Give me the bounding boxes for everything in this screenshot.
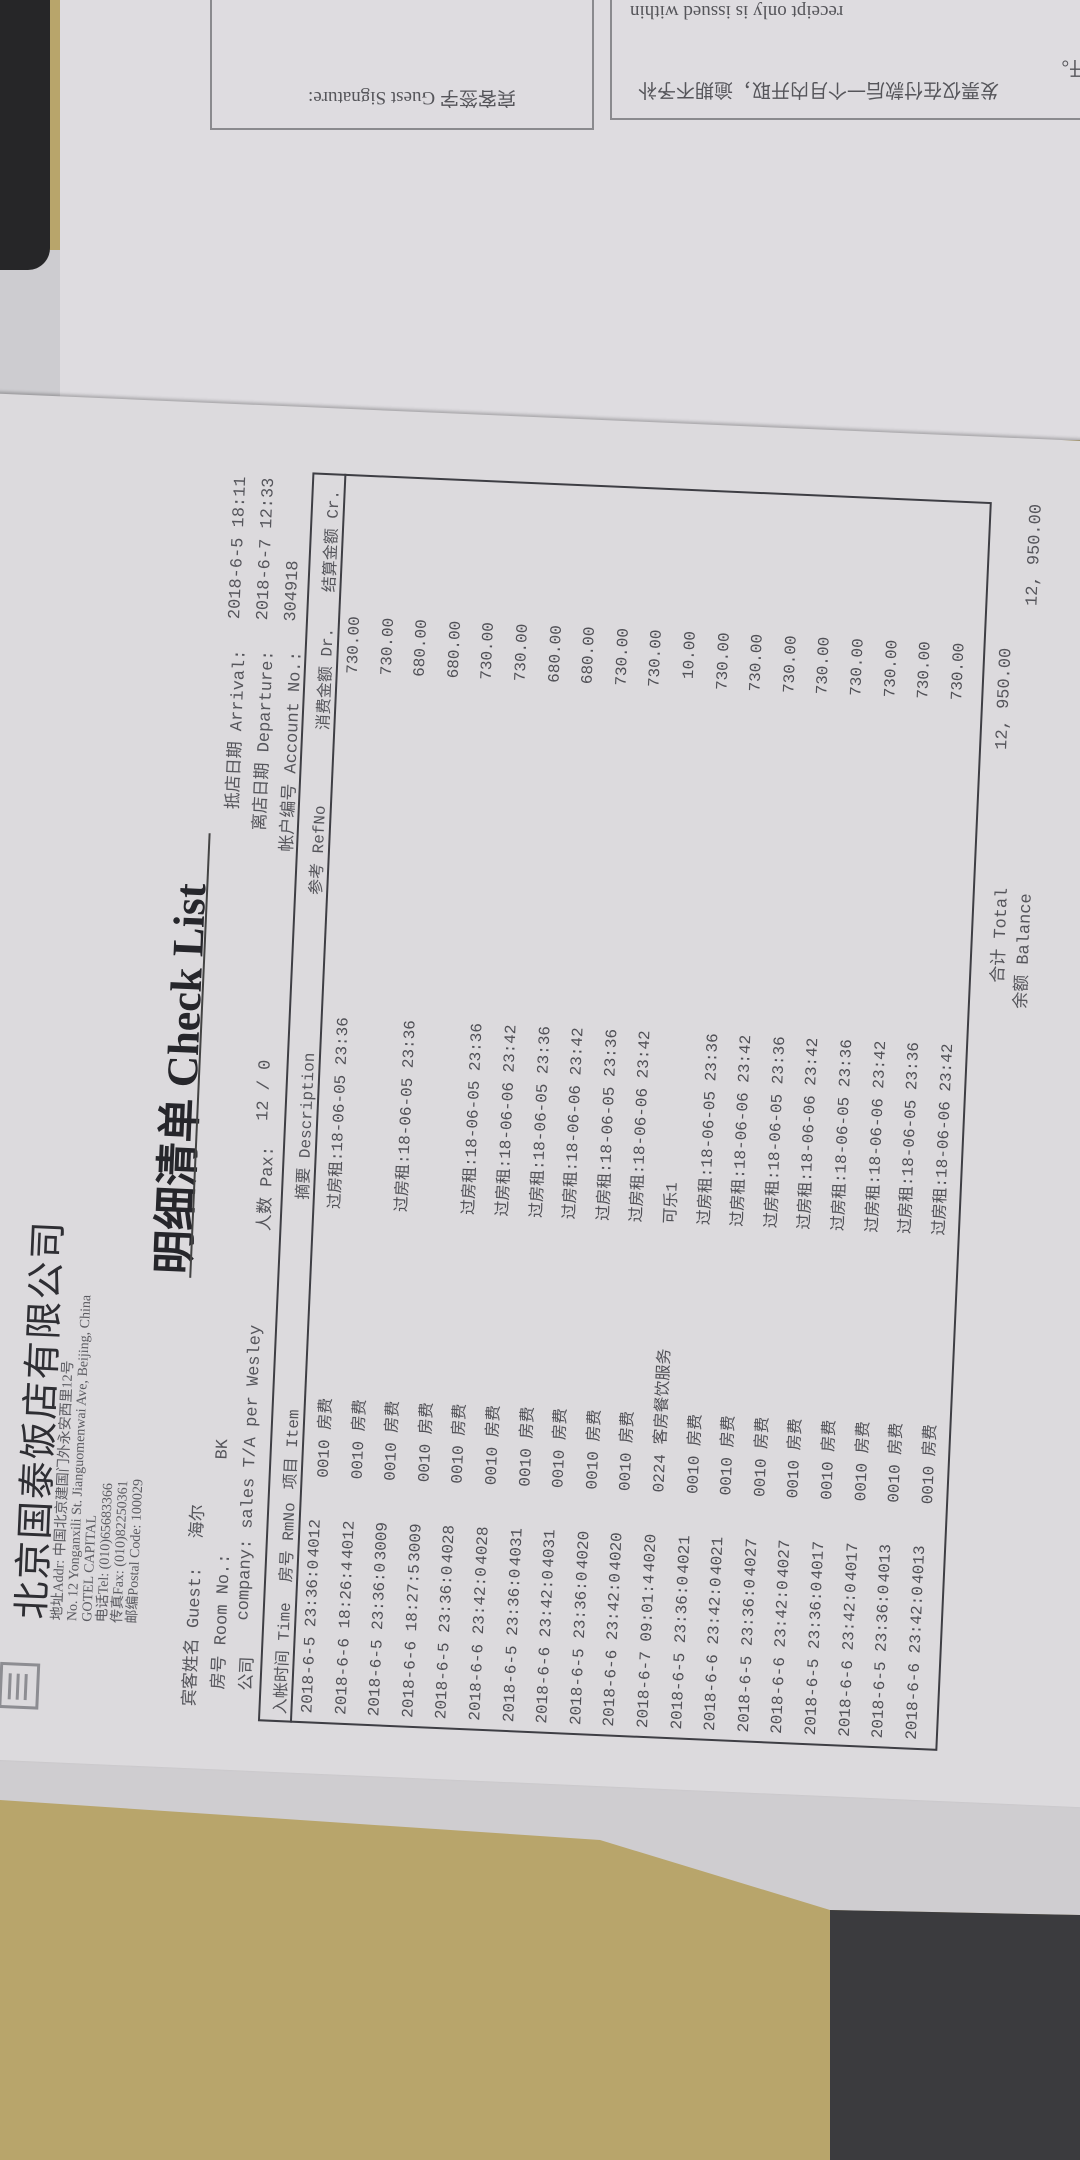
room-value: BK xyxy=(213,1438,234,1460)
col-header-ref: 参考 RefNo xyxy=(308,805,330,896)
col-header-cr: 结算金额 Cr. xyxy=(321,489,344,593)
cell-room: 4013 xyxy=(909,1545,930,1585)
invoice-note-box xyxy=(610,0,1080,120)
cell-dr: 730.00 xyxy=(947,642,969,701)
guest-signature-label: 宾客签字 Guest Signature: xyxy=(308,87,516,108)
cell-dr: 730.00 xyxy=(511,623,533,682)
cell-dr: 680.00 xyxy=(444,620,465,679)
cell-item: 0010 房费 xyxy=(482,1404,504,1486)
col-header-room: 房号 RmNo xyxy=(278,1502,300,1583)
signature-box xyxy=(210,0,594,130)
cell-room: 4013 xyxy=(875,1543,896,1583)
cell-dr: 730.00 xyxy=(612,627,633,687)
cell-room: 3009 xyxy=(372,1521,392,1561)
cell-item: 0010 房费 xyxy=(784,1418,807,1499)
company-label: 公司 xyxy=(238,1656,259,1692)
cell-dr: 730.00 xyxy=(645,629,667,688)
cell-item: 0010 房费 xyxy=(381,1400,404,1482)
upper-sheet: 宾客签字 Guest Signature: 发票仅在付款后一个月内开取，逾期不予… xyxy=(60,0,1080,440)
address-block: 地址Addr: 中国北京建国门外永安西里12号 No. 12 Yonganxil… xyxy=(50,1294,154,1624)
cell-description: 可乐1 xyxy=(662,1181,682,1225)
cell-room: 4020 xyxy=(640,1533,661,1573)
cell-room: 4027 xyxy=(741,1537,762,1577)
cell-room: 4027 xyxy=(775,1539,795,1579)
cell-dr: 730.00 xyxy=(343,616,365,675)
cell-room: 4020 xyxy=(573,1530,594,1570)
col-header-time: 入帐时间 Time xyxy=(272,1601,296,1715)
invoice-note-cn-cont: 开。 xyxy=(1050,57,1080,78)
cell-room: 4020 xyxy=(607,1531,627,1572)
cell-dr: 10.00 xyxy=(679,630,700,680)
cell-room: 4021 xyxy=(707,1536,728,1576)
cell-dr: 730.00 xyxy=(477,621,499,681)
cell-dr: 730.00 xyxy=(880,639,902,698)
cell-item: 0010 房费 xyxy=(885,1422,907,1504)
cell-dr: 680.00 xyxy=(410,618,432,678)
dark-object xyxy=(0,0,50,270)
cell-item: 0010 房费 xyxy=(348,1398,370,1480)
cell-room: 4031 xyxy=(540,1529,560,1569)
cell-dr: 730.00 xyxy=(847,637,868,697)
cell-item: 0224 客房餐饮服务 xyxy=(650,1348,675,1493)
hotel-seal-logo-icon xyxy=(0,1661,41,1710)
cell-dr: 730.00 xyxy=(813,636,835,695)
account-value: 304918 xyxy=(281,560,304,623)
cell-item: 0010 房费 xyxy=(683,1413,706,1495)
cell-dr: 730.00 xyxy=(377,617,398,676)
col-header-dr: 消费金额 Dr. xyxy=(315,627,338,731)
cell-item: 0010 房费 xyxy=(549,1407,572,1489)
cell-dr: 680.00 xyxy=(578,626,600,685)
cell-dr: 730.00 xyxy=(914,640,935,700)
cell-item: 0010 房费 xyxy=(717,1415,739,1496)
pax-label: 人数 Pax: xyxy=(256,1145,280,1232)
cell-dr: 730.00 xyxy=(712,632,734,691)
cell-dr: 730.00 xyxy=(746,633,768,692)
cell-item: 0010 房费 xyxy=(516,1406,538,1488)
pax-value: 12 / 0 xyxy=(254,1059,276,1122)
balance-label: 余额 Balance xyxy=(1012,892,1037,1010)
cell-room: 4028 xyxy=(472,1526,493,1566)
dark-surface xyxy=(830,1910,1080,2160)
cell-room: 4031 xyxy=(506,1527,527,1567)
col-header-item: 项目 Item xyxy=(282,1409,304,1490)
cell-room: 4012 xyxy=(338,1520,359,1560)
guest-value: 海尔 xyxy=(188,1504,210,1539)
cell-room: 4017 xyxy=(842,1542,862,1582)
cell-room: 4028 xyxy=(439,1524,460,1564)
cell-item: 0010 房费 xyxy=(583,1409,605,1490)
cell-item: 0010 房费 xyxy=(851,1420,874,1502)
cell-item: 0010 房费 xyxy=(818,1419,840,1501)
cell-dr: 680.00 xyxy=(545,624,566,684)
cell-item: 0010 房费 xyxy=(751,1416,773,1498)
cell-dr: 730.00 xyxy=(780,635,801,694)
invoice-note-en: receipt only is issued within xyxy=(630,1,844,22)
cell-item: 0010 房费 xyxy=(415,1401,437,1483)
cell-item: 0010 房费 xyxy=(448,1403,471,1485)
cell-room: 4017 xyxy=(808,1540,829,1580)
cell-room: 3009 xyxy=(405,1523,426,1563)
cell-item: 0010 房费 xyxy=(314,1397,337,1479)
cell-item: 0010 房费 xyxy=(918,1423,941,1505)
cell-room: 4012 xyxy=(305,1518,325,1558)
cell-room: 4021 xyxy=(674,1534,695,1575)
invoice-note-cn: 发票仅在付款后一个月内开取，逾期不予补 xyxy=(638,79,1000,100)
cell-item: 0010 房费 xyxy=(616,1410,639,1492)
